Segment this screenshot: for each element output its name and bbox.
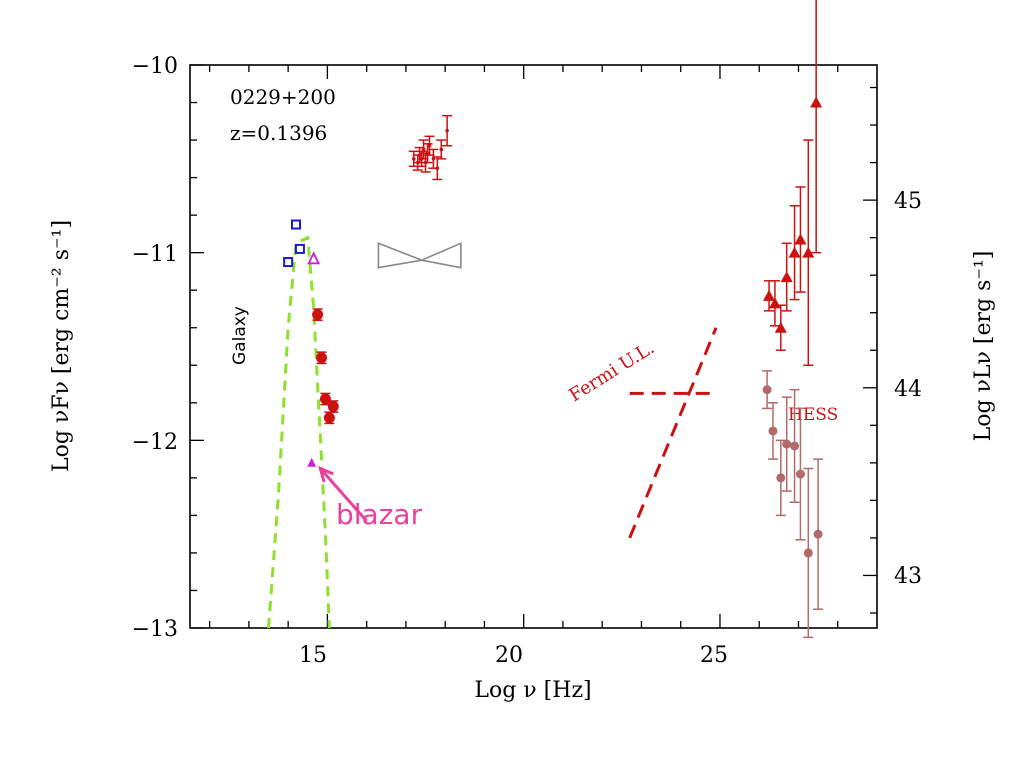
hess-brown-point xyxy=(813,529,823,539)
xray-red-point xyxy=(431,157,436,161)
x-tick-label-25: 25 xyxy=(700,643,728,668)
xray-red-point xyxy=(421,147,426,152)
tev-red-triangle-point xyxy=(810,96,823,108)
x-axis-title: Log ν [Hz] xyxy=(474,678,591,703)
tev-red-triangle-point xyxy=(780,271,793,283)
source-name-label: 0229+200 xyxy=(230,85,336,109)
xray-red-point xyxy=(411,157,416,161)
hess-brown-point xyxy=(776,473,786,483)
right-tick-label-44: 44 xyxy=(894,377,922,402)
optical-red-point xyxy=(327,401,339,413)
right-axis-title: Log νLν [erg s⁻¹] xyxy=(971,251,996,442)
right-tick-label-45: 45 xyxy=(894,189,922,214)
optical-red-point xyxy=(323,412,335,424)
blazar-arrow-head xyxy=(318,465,334,483)
blue-square-point xyxy=(290,219,301,230)
fermi-upper-limit-slope xyxy=(628,327,718,539)
plot-frame xyxy=(189,64,878,629)
magenta-triangle-point xyxy=(307,457,317,467)
xray-red-point xyxy=(427,143,432,148)
galaxy-model-curve xyxy=(267,235,331,629)
blue-square-point xyxy=(294,243,305,254)
magenta-triangle-point xyxy=(307,251,321,265)
hess-brown-point xyxy=(768,426,778,436)
tev-red-triangle-point xyxy=(774,321,787,333)
axis-ticks xyxy=(190,64,877,629)
hess-brown-point xyxy=(790,441,800,451)
optical-red-point xyxy=(316,352,328,364)
tev-red-triangle-point xyxy=(802,246,815,258)
chart-marks xyxy=(267,0,824,639)
tick-labels: 15 20 25 −10 −11 −12 −13 43 44 45 xyxy=(132,54,922,668)
xray-red-point xyxy=(445,128,449,133)
tev-red-triangle-point xyxy=(794,233,807,245)
hess-brown-point xyxy=(782,439,792,449)
hess-brown-point xyxy=(795,469,805,479)
hess-brown-point xyxy=(803,548,813,558)
tev-red-triangle-point xyxy=(763,289,776,301)
tev-red-triangle-point xyxy=(788,246,801,258)
y-axis-title: Log νFν [erg cm⁻² s⁻¹] xyxy=(49,220,74,472)
hess-brown-point xyxy=(762,385,772,395)
xray-red-point xyxy=(417,153,422,157)
fermi-upper-limit-label: Fermi U.L. xyxy=(566,337,659,406)
x-tick-label-15: 15 xyxy=(299,643,327,668)
blue-square-point xyxy=(283,257,294,268)
optical-red-point xyxy=(312,309,324,321)
y-tick-label-m12: −12 xyxy=(132,430,178,455)
y-tick-label-m11: −11 xyxy=(132,242,178,267)
x-tick-label-20: 20 xyxy=(495,643,523,668)
y-tick-label-m13: −13 xyxy=(132,617,178,642)
redshift-label: z=0.1396 xyxy=(230,121,327,145)
xray-red-point xyxy=(425,151,430,156)
y-tick-label-m10: −10 xyxy=(132,54,178,79)
galaxy-label: Galaxy xyxy=(230,306,250,365)
xray-red-point xyxy=(435,166,440,171)
xray-bowtie xyxy=(377,242,462,269)
blazar-arrow-shaft xyxy=(319,467,368,523)
xray-red-point xyxy=(439,147,444,152)
right-tick-label-43: 43 xyxy=(894,564,922,589)
optical-red-point xyxy=(319,393,331,405)
